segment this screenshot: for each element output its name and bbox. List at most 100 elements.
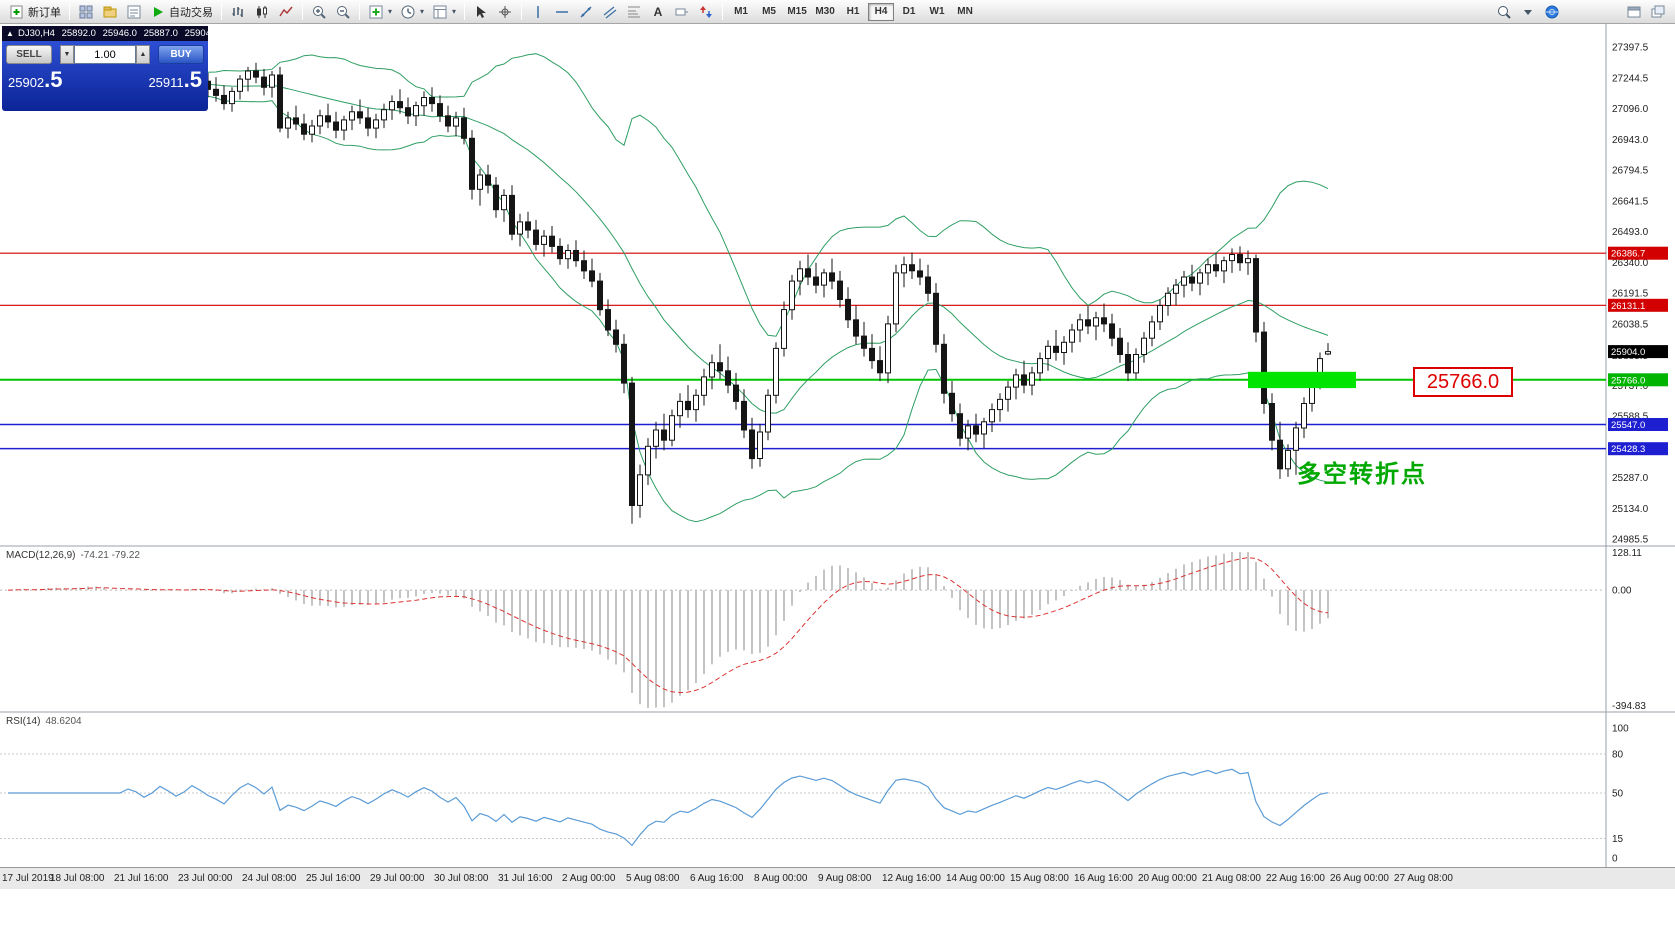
time-axis-label: 23 Jul 00:00 [178, 873, 233, 884]
periods-list-icon[interactable]: ▾ [396, 2, 428, 22]
toolbar-separator [521, 3, 523, 20]
volume-control: ▼ ▲ [60, 45, 150, 64]
toolbar-separator [464, 3, 466, 20]
text-label-icon[interactable] [670, 2, 694, 22]
search-dropdown-icon[interactable] [1516, 2, 1540, 22]
templates-icon[interactable]: ▾ [428, 2, 460, 22]
rsi-name: RSI(14) [6, 716, 41, 727]
macd-label: MACD(12,26,9) -74.21 -79.22 [6, 550, 140, 561]
price-callout-label[interactable]: 25766.0 [1413, 367, 1513, 397]
arrows-icon[interactable] [694, 2, 718, 22]
sell-price: 25902.5 [8, 67, 63, 93]
svg-text:25588.5: 25588.5 [1612, 412, 1649, 423]
timeframe-d1-button[interactable]: D1 [902, 6, 916, 17]
template-icon [433, 5, 447, 18]
svg-text:26493.0: 26493.0 [1612, 227, 1649, 238]
buy-price: 25911.5 [148, 67, 202, 93]
svg-text:0: 0 [1612, 854, 1618, 865]
time-axis[interactable]: 17 Jul 2019 18 Jul 08:00 21 Jul 16:00 23 Ju… [0, 867, 1675, 889]
trendline-icon[interactable] [574, 2, 598, 22]
text-icon[interactable]: A [646, 2, 670, 22]
globe-icon [1545, 5, 1559, 18]
time-axis-label: 9 Aug 08:00 [818, 873, 872, 884]
price-tag-25547.0[interactable] [1608, 418, 1668, 431]
windows-arrange-icon[interactable] [1646, 2, 1670, 22]
volume-decrease-button[interactable]: ▼ [60, 45, 74, 64]
data-window-icon[interactable] [122, 2, 146, 22]
indicators-list-icon[interactable]: ▾ [364, 2, 396, 22]
svg-text:27096.0: 27096.0 [1612, 104, 1649, 115]
buy-price-pips: .5 [183, 67, 202, 92]
svg-text:-394.83: -394.83 [1612, 701, 1646, 712]
time-axis-label: 26 Aug 00:00 [1330, 873, 1389, 884]
one-click-collapse-arrow[interactable]: ▲ [6, 29, 14, 38]
turning-point-annotation[interactable]: 多空转折点 [1297, 461, 1427, 488]
time-axis-label: 21 Jul 16:00 [114, 873, 169, 884]
crosshair-icon [499, 5, 512, 18]
bar-chart-icon[interactable] [226, 2, 250, 22]
zoom-out-icon [337, 5, 350, 19]
sell-button[interactable]: SELL [6, 45, 52, 64]
profiles-icon [103, 6, 117, 17]
timeframe-m15-button[interactable]: M15 [787, 6, 807, 17]
community-icon[interactable] [1540, 2, 1564, 22]
price-tag-26131.1[interactable] [1608, 298, 1668, 312]
equidistant-channel-icon[interactable] [598, 2, 622, 22]
rsi-panel [0, 753, 1606, 847]
timeframe-m1-button[interactable]: M1 [734, 6, 748, 17]
toolbar-right-buttons [1492, 2, 1670, 22]
fibonacci-icon[interactable] [622, 2, 646, 22]
svg-text:27244.5: 27244.5 [1612, 74, 1649, 85]
toolbar-separator [221, 3, 222, 20]
ohlc-low: 25887.0 [143, 28, 178, 39]
price-tag-25428.3[interactable] [1608, 442, 1668, 456]
new-order-button[interactable]: 新订单 [5, 2, 65, 22]
timeframe-m30-button[interactable]: M30 [815, 6, 835, 17]
time-axis-label: 31 Jul 16:00 [498, 873, 553, 884]
panel-separators [0, 24, 1675, 867]
time-axis-label: 21 Aug 08:00 [1202, 873, 1261, 884]
time-axis-label: 27 Aug 08:00 [1394, 873, 1453, 884]
text-icon: A [654, 5, 663, 19]
timeframe-mn-button[interactable]: MN [957, 6, 973, 17]
play-icon [154, 6, 163, 17]
one-click-trading-panel: SELL ▼ ▲ BUY 25902.5 25911.5 [2, 41, 208, 111]
autotrading-button[interactable]: 自动交易 [146, 2, 217, 22]
volume-increase-button[interactable]: ▲ [136, 45, 150, 64]
zoom-out-icon[interactable] [331, 2, 355, 22]
chevron-down-icon [1524, 9, 1532, 15]
price-tag-25766.0[interactable] [1608, 373, 1668, 387]
new-window-icon[interactable] [1622, 2, 1646, 22]
current-price-tag[interactable] [1608, 345, 1668, 359]
svg-text:26641.5: 26641.5 [1612, 197, 1649, 208]
buy-button[interactable]: BUY [158, 45, 204, 64]
cursor-icon[interactable] [469, 2, 493, 22]
profiles-icon[interactable] [98, 2, 122, 22]
timeframe-h4-button[interactable]: H4 [868, 2, 895, 21]
line-chart-icon[interactable] [274, 2, 298, 22]
vertical-line-icon[interactable] [526, 2, 550, 22]
timeframe-w1-button[interactable]: W1 [929, 6, 945, 17]
rsi-label: RSI(14) 48.6204 [6, 716, 82, 727]
candles-icon [257, 5, 267, 18]
timeframe-h1-button[interactable]: H1 [846, 6, 860, 17]
toolbar-buttons: 新订单 自动交易 ▾ ▾ ▾ A M1 M5 M15 M30 H1 H4 D1 W1 MN [5, 2, 979, 22]
price-tag-26386.7[interactable] [1608, 246, 1668, 260]
chevron-down-icon: ▾ [452, 7, 457, 16]
crosshair-icon[interactable] [493, 2, 517, 22]
zoom-in-icon[interactable] [307, 2, 331, 22]
svg-text:A: A [654, 5, 663, 19]
volume-input[interactable] [74, 45, 136, 64]
highlight-rectangle[interactable] [1248, 371, 1356, 389]
sell-price-pips: .5 [44, 67, 63, 92]
toolbar-separator [722, 3, 724, 20]
sell-price-base: 25902 [8, 75, 45, 90]
svg-text:15: 15 [1612, 834, 1624, 845]
time-axis-label: 17 Jul 2019 [2, 873, 54, 884]
timeframe-m5-button[interactable]: M5 [762, 6, 776, 17]
charts-windows-icon[interactable] [74, 2, 98, 22]
search-icon[interactable] [1492, 2, 1516, 22]
candlestick-chart-icon[interactable] [250, 2, 274, 22]
horizontal-line-icon[interactable] [550, 2, 574, 22]
time-axis-label: 20 Aug 00:00 [1138, 873, 1197, 884]
